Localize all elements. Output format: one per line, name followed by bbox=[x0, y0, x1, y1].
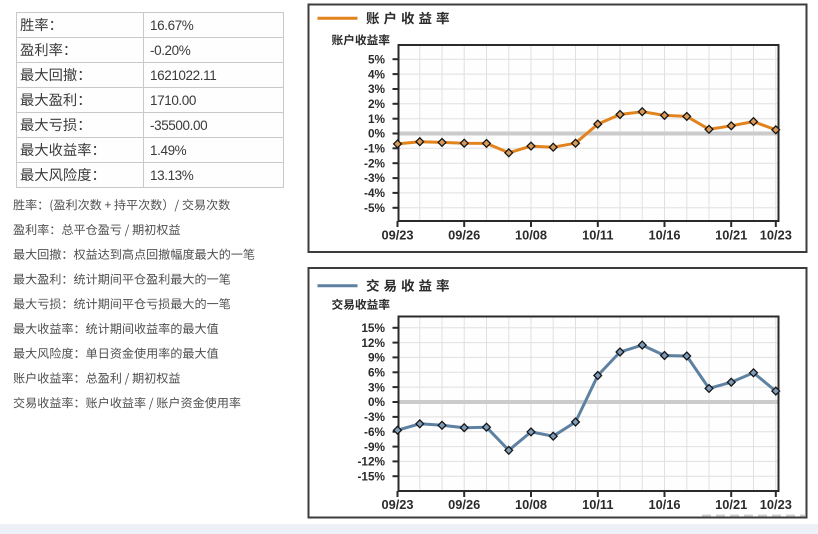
svg-text:10/08: 10/08 bbox=[515, 497, 547, 512]
svg-text:0%: 0% bbox=[368, 127, 386, 141]
svg-text:10/11: 10/11 bbox=[582, 227, 613, 242]
svg-text:-3%: -3% bbox=[364, 410, 385, 424]
svg-text:4%: 4% bbox=[368, 67, 386, 81]
svg-text:09/23: 09/23 bbox=[381, 497, 413, 512]
svg-text:2%: 2% bbox=[368, 97, 386, 111]
svg-text:10/16: 10/16 bbox=[648, 497, 680, 512]
svg-text:-2%: -2% bbox=[364, 156, 385, 170]
svg-text:1710.00: 1710.00 bbox=[150, 93, 196, 108]
svg-text:-6%: -6% bbox=[364, 425, 385, 439]
svg-text:10/16: 10/16 bbox=[648, 227, 680, 242]
svg-text:5%: 5% bbox=[368, 53, 386, 67]
svg-text:9%: 9% bbox=[368, 351, 386, 365]
svg-text:-15%: -15% bbox=[357, 469, 385, 483]
svg-text:0%: 0% bbox=[368, 395, 386, 409]
svg-text:10/11: 10/11 bbox=[582, 497, 613, 512]
svg-text:16.67%: 16.67% bbox=[150, 18, 194, 33]
svg-text:1621022.11: 1621022.11 bbox=[150, 68, 216, 83]
svg-text:-35500.00: -35500.00 bbox=[150, 118, 207, 133]
svg-text:09/26: 09/26 bbox=[448, 497, 480, 512]
svg-text:-12%: -12% bbox=[357, 455, 385, 469]
svg-text:3%: 3% bbox=[368, 82, 386, 96]
svg-text:12%: 12% bbox=[361, 336, 385, 350]
svg-text:10/23: 10/23 bbox=[760, 497, 792, 512]
svg-text:13.13%: 13.13% bbox=[150, 168, 194, 183]
svg-text:-3%: -3% bbox=[364, 171, 385, 185]
svg-text:10/23: 10/23 bbox=[760, 227, 792, 242]
svg-text:-4%: -4% bbox=[364, 186, 385, 200]
svg-text:10/21: 10/21 bbox=[715, 497, 747, 512]
svg-text:09/23: 09/23 bbox=[381, 227, 413, 242]
svg-text:-5%: -5% bbox=[364, 201, 385, 215]
svg-text:1.49%: 1.49% bbox=[150, 143, 187, 158]
svg-text:10/21: 10/21 bbox=[715, 227, 747, 242]
svg-text:6%: 6% bbox=[368, 366, 386, 380]
svg-text:15%: 15% bbox=[361, 321, 385, 335]
svg-text:3%: 3% bbox=[368, 380, 386, 394]
svg-text:10/08: 10/08 bbox=[515, 227, 547, 242]
svg-text:-0.20%: -0.20% bbox=[150, 43, 191, 58]
svg-text:09/26: 09/26 bbox=[448, 227, 480, 242]
svg-text:-1%: -1% bbox=[364, 142, 385, 156]
svg-text:1%: 1% bbox=[368, 112, 386, 126]
svg-text:-9%: -9% bbox=[364, 440, 385, 454]
